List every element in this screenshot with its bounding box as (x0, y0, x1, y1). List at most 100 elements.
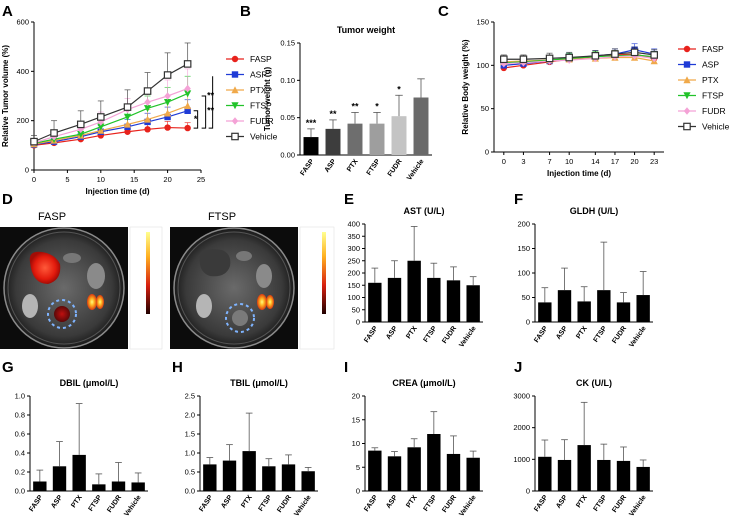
y-tick-label: 3000 (513, 392, 530, 401)
panel-letter-j: J (514, 359, 522, 376)
bar-fudr (446, 280, 461, 322)
y-tick-label: 0.2 (15, 468, 25, 477)
x-category-label: FTSP (366, 158, 382, 177)
data-point (184, 84, 191, 93)
x-category-label: PTX (240, 494, 254, 509)
bar-vehicle (301, 471, 315, 491)
bar-ptx (347, 123, 363, 155)
x-category-label: FASP (363, 494, 379, 513)
x-category-label: FTSP (422, 325, 438, 344)
tumor-circle (47, 299, 77, 329)
data-point (97, 123, 105, 131)
legend-marker (683, 107, 691, 115)
y-tick-label: 0 (485, 148, 489, 157)
bar-ftsp (369, 123, 385, 155)
x-tick-label: 20 (163, 175, 171, 184)
data-point (183, 60, 192, 68)
dish (3, 227, 125, 349)
bar-fasp (303, 137, 319, 155)
y-tick-label: 0.00 (280, 151, 295, 160)
x-tick-label: 0 (502, 157, 506, 166)
y-tick-label: 1.0 (15, 392, 25, 401)
x-category-label: FUDR (106, 494, 123, 514)
y-tick-label: 0.6 (15, 430, 25, 439)
bar-vehicle (413, 97, 429, 155)
x-category-label: FTSP (422, 494, 438, 513)
chart-e-ast: AST (U/L) 0 50 100 150 200 250 300 350 400 FASP ASP… (347, 206, 483, 349)
y-tick-label: 400 (16, 67, 29, 76)
data-point (630, 48, 639, 57)
bar-asp (222, 460, 237, 491)
panel-letter-f: F (514, 191, 523, 208)
data-point (591, 51, 600, 60)
y-tick-label: 0.15 (280, 39, 295, 48)
legend-label: FASP (702, 44, 724, 54)
significance-label: ** (329, 109, 337, 119)
bar-fasp (538, 456, 552, 491)
y-tick-label: 200 (347, 269, 360, 278)
x-tick-label: 15 (130, 175, 138, 184)
y-tick-label: 0.0 (15, 487, 25, 496)
organ-gray (87, 263, 105, 289)
panel-letter-e: E (344, 191, 354, 208)
kidney-signal (257, 294, 267, 310)
significance-bracket (201, 95, 207, 129)
x-category-label: FUDR (276, 494, 293, 514)
data-point (123, 120, 132, 128)
chart-title: AST (U/L) (404, 206, 445, 216)
data-point (30, 137, 38, 146)
legend-label: FASP (250, 54, 272, 64)
y-tick-label: 50 (352, 305, 360, 314)
x-category-label: FTSP (592, 494, 608, 513)
chart-j-ck: CK (U/L) 0 1000 2000 3000 FASP ASP PTX FTSP FUDR V… (513, 378, 653, 518)
data-point (124, 128, 131, 135)
x-category-label: FTSP (87, 494, 103, 513)
legend-label: FUDR (250, 116, 274, 126)
x-category-label: PTX (405, 494, 419, 509)
chart-title: CK (U/L) (576, 378, 612, 388)
y-tick-label: 300 (347, 244, 360, 253)
significance-bracket (208, 76, 214, 129)
dish-rim (7, 231, 121, 345)
bar-asp (557, 459, 572, 491)
legend-marker (683, 92, 691, 100)
legend-label: Vehicle (250, 132, 278, 142)
organ-gray (256, 264, 272, 288)
bar-fudr (616, 302, 631, 322)
y-tick-label: 20 (352, 392, 360, 401)
x-axis-label: Injection time (d) (547, 169, 611, 178)
x-category-label: ASP (555, 494, 569, 510)
x-category-label: FTSP (257, 494, 273, 513)
legend-marker (231, 132, 239, 141)
panel-d-imaging: FASP FTSP (0, 211, 335, 350)
kidney-signal (96, 295, 104, 309)
legend-label: PTX (250, 85, 267, 95)
x-category-label: ASP (50, 494, 64, 510)
chart-f-gldh: GLDH (U/L) 0 50 100 150 200 FASP ASP PTX FTSP FUDR… (517, 206, 653, 349)
data-point (77, 131, 85, 139)
data-point (164, 92, 171, 100)
data-point (123, 103, 132, 111)
y-tick-label: 150 (476, 18, 489, 27)
bar-fudr (111, 481, 126, 491)
bar-fudr (446, 453, 461, 491)
x-category-label: FASP (533, 325, 549, 344)
x-category-label: PTX (70, 494, 84, 509)
bar-asp (387, 277, 402, 322)
x-tick-label: 10 (97, 175, 105, 184)
y-tick-label: 1.5 (185, 430, 195, 439)
chart-title: TBIL (μmol/L) (230, 378, 288, 388)
x-tick-label: 20 (630, 157, 638, 166)
legend: FASP ASP PTX FTSP FUDR Vehicle (678, 44, 730, 132)
series-line (33, 126, 188, 146)
data-point (164, 98, 172, 106)
data-point (650, 51, 658, 59)
x-tick-label: 3 (521, 157, 525, 166)
significance-label: ** (351, 101, 359, 111)
chart-title: Tumor weight (337, 25, 395, 35)
panel-letter-a: A (2, 3, 13, 20)
y-tick-label: 100 (476, 61, 489, 70)
legend-marker (231, 55, 239, 63)
data-point (500, 55, 508, 64)
